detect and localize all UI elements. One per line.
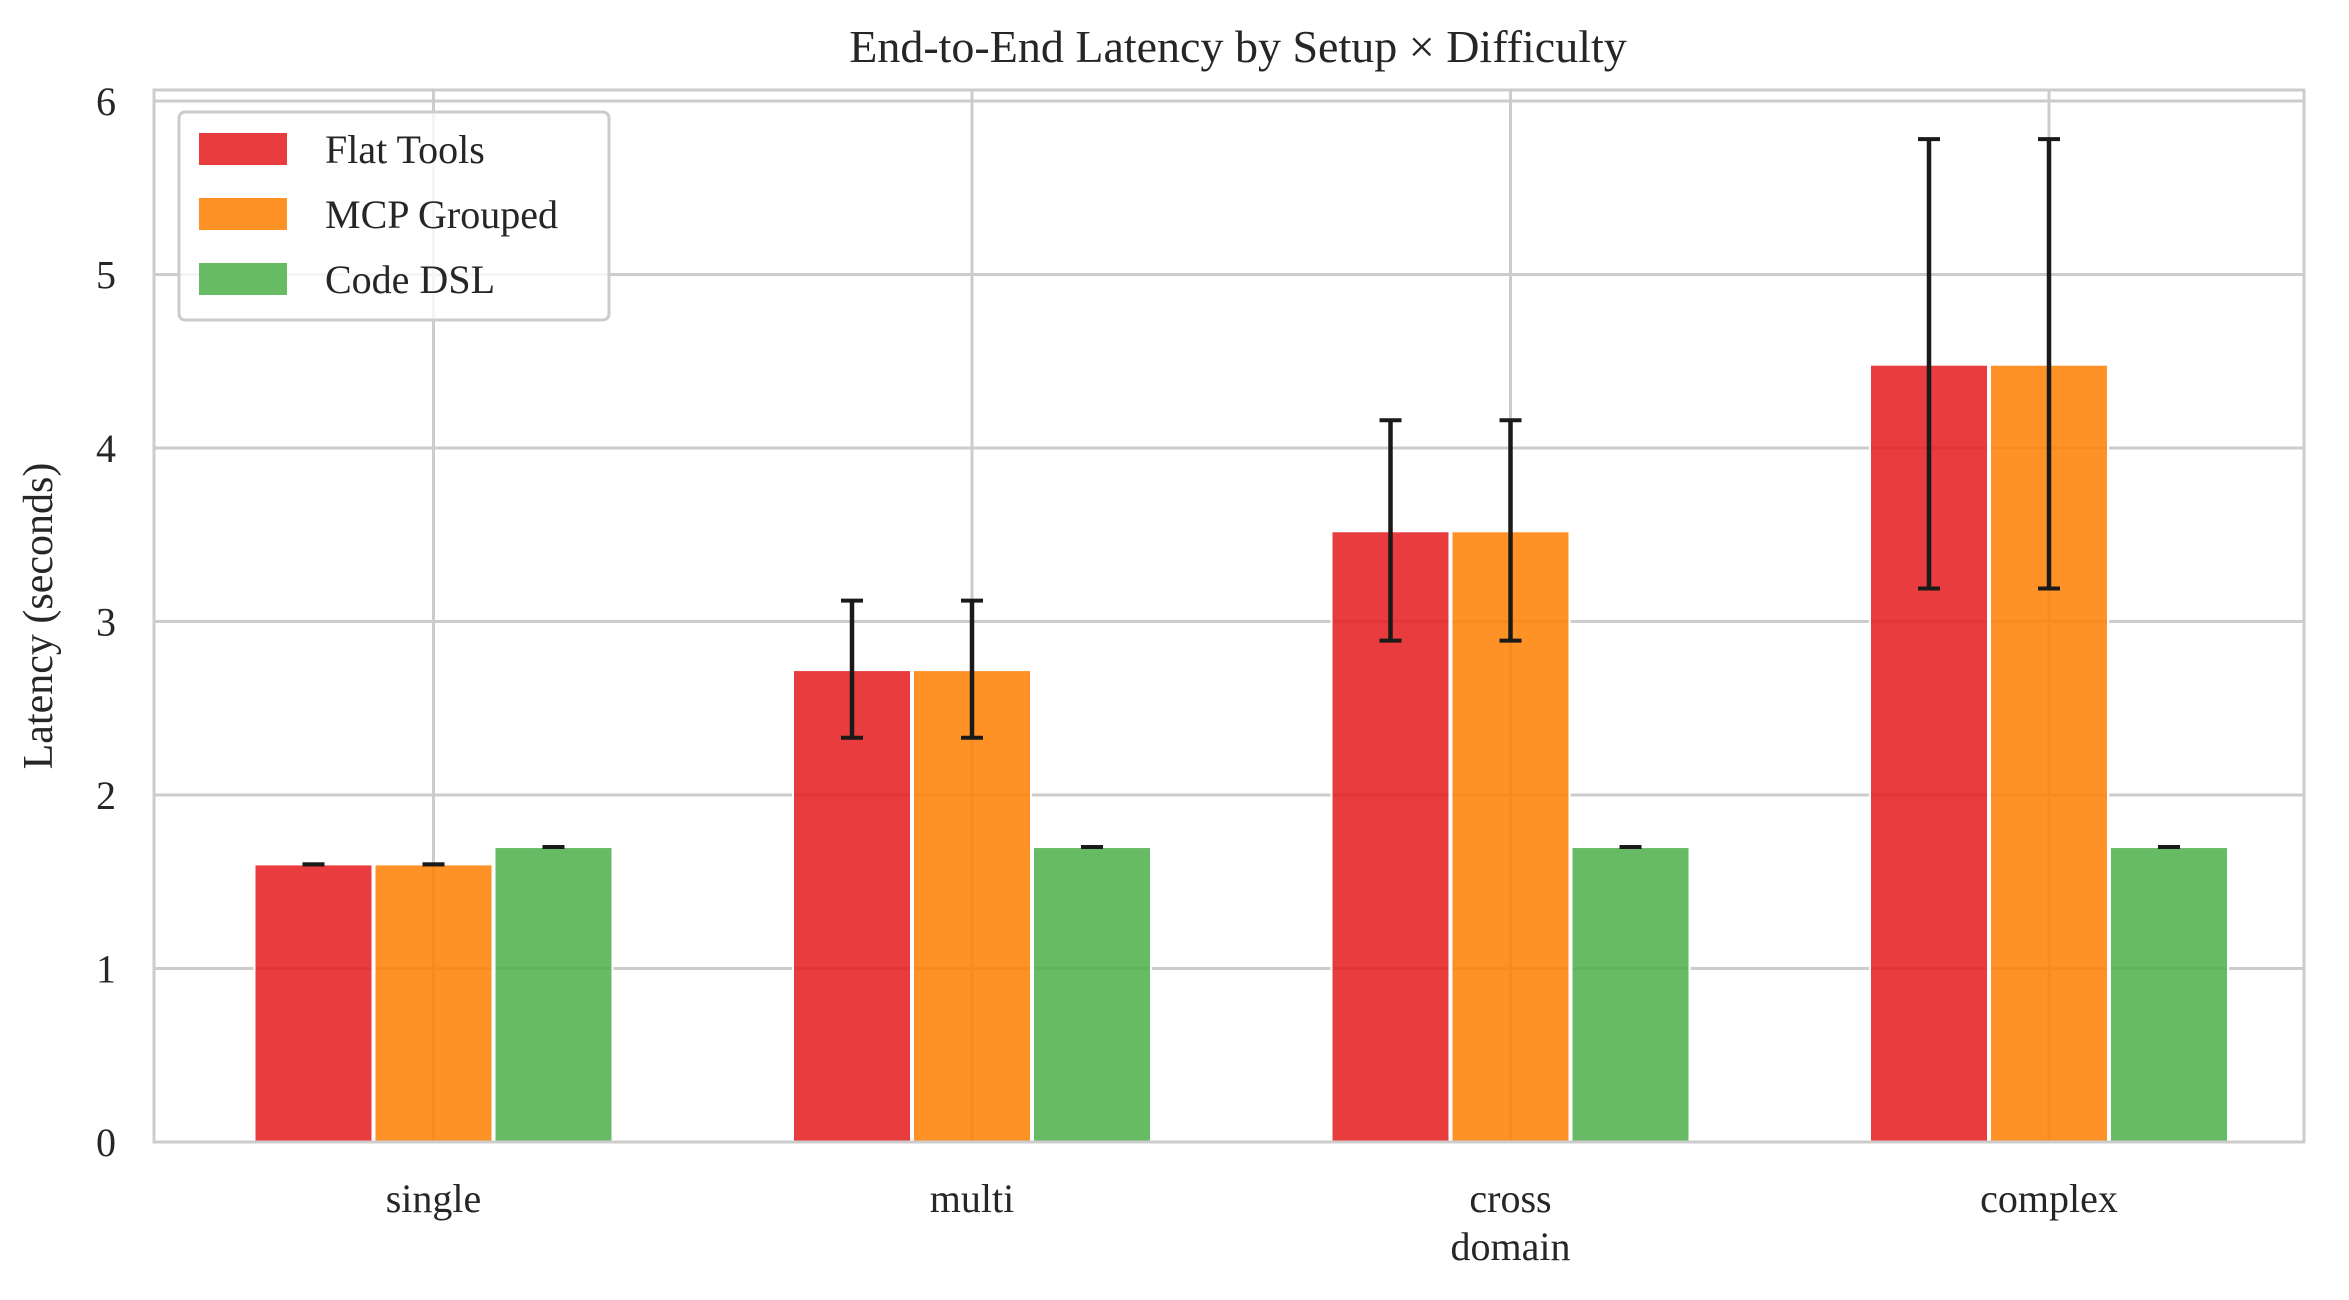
- bar: [912, 669, 1032, 1144]
- y-tick-label: 4: [96, 426, 116, 471]
- x-tick-label: multi: [930, 1176, 1014, 1221]
- y-tick-label: 3: [96, 600, 116, 645]
- bar: [373, 863, 494, 1144]
- legend-swatch: [199, 263, 287, 295]
- y-axis: 0 1 2 3 4 5 6: [96, 79, 116, 1165]
- x-tick-label: complex: [1980, 1176, 2118, 1221]
- legend-label: Flat Tools: [325, 127, 485, 172]
- y-tick-label: 0: [96, 1120, 116, 1165]
- legend-swatch: [199, 133, 287, 165]
- y-tick-label: 2: [96, 773, 116, 818]
- bar: [1570, 846, 1691, 1143]
- bar: [2109, 846, 2229, 1143]
- y-axis-label: Latency (seconds): [16, 463, 62, 770]
- error-bars: [302, 137, 2180, 867]
- plot-frame: [152, 88, 2306, 1144]
- y-tick-label: 1: [96, 947, 116, 992]
- legend: Flat Tools MCP Grouped Code DSL: [177, 110, 611, 322]
- bar: [792, 669, 912, 1144]
- y-tick-label: 5: [96, 253, 116, 298]
- x-tick-label: domain: [1451, 1224, 1571, 1269]
- bar: [1032, 846, 1152, 1143]
- x-tick-label: single: [386, 1176, 482, 1221]
- legend-swatch: [199, 198, 287, 230]
- bars: [253, 363, 2229, 1144]
- y-tick-label: 6: [96, 79, 116, 124]
- bar: [493, 846, 614, 1143]
- x-tick-label: cross: [1469, 1176, 1551, 1221]
- bar: [253, 863, 374, 1144]
- legend-label: Code DSL: [325, 257, 495, 302]
- legend-label: MCP Grouped: [325, 192, 558, 237]
- chart-title: End-to-End Latency by Setup × Difficulty: [849, 21, 1627, 72]
